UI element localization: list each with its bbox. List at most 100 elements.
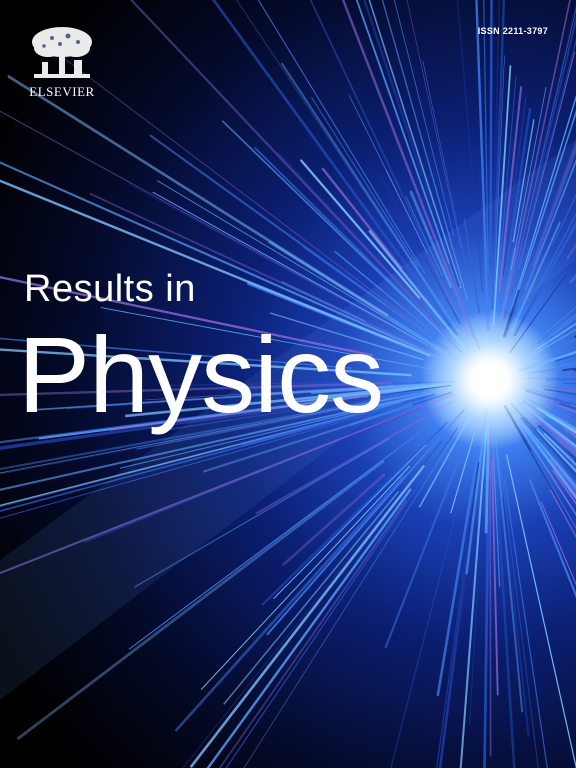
light-streak [225,427,459,768]
light-streak [517,394,576,431]
light-streak [524,158,576,291]
light-streak [544,306,576,335]
light-streak [242,393,436,447]
light-streak [48,46,429,334]
light-streak [503,476,548,768]
light-streak [269,312,425,361]
light-streak [100,307,430,370]
light-streak [518,51,576,270]
light-streak [518,420,576,500]
light-streak [129,0,451,339]
light-streak [144,383,414,401]
light-streak [31,382,444,411]
light-streak [510,95,576,313]
light-streak [544,465,576,516]
light-streak [255,401,453,515]
light-streak [456,0,484,293]
light-streak [0,395,399,471]
light-streak [506,454,576,768]
light-streak [503,405,576,533]
light-streak [309,0,442,276]
light-streak [153,396,376,433]
light-streak [227,412,361,448]
light-streak [281,62,470,349]
light-streak [152,191,449,358]
light-streak [363,0,461,288]
light-streak [489,0,493,258]
publisher-logo: ELSEVIER [26,24,98,100]
light-streak [334,250,433,333]
light-streak [0,110,429,347]
light-streak [463,217,481,314]
light-streak [200,465,410,690]
light-streak [0,402,402,507]
light-streak [405,196,443,277]
light-streak [555,354,576,362]
light-streak [530,450,576,529]
light-streak [406,0,462,249]
light-streak [0,276,373,357]
light-streak [223,491,399,705]
light-streak [128,416,441,650]
light-streak [503,2,576,319]
light-streak [0,393,455,575]
light-streak [510,87,547,270]
light-streak [0,396,365,450]
light-streak [236,0,440,305]
light-streak [136,395,410,450]
light-streak [518,109,576,290]
light-streak [0,179,431,357]
light-streak [492,65,512,327]
light-streak [128,183,397,330]
light-streak [491,459,499,696]
light-streak [491,429,501,588]
light-streak [552,469,576,505]
light-streak [506,107,532,260]
light-streak [483,0,489,274]
light-streak [261,421,448,606]
light-streak [368,0,462,289]
light-streak [494,438,524,713]
light-streak [0,416,361,519]
light-streak [505,7,576,311]
light-streak [501,497,530,737]
light-streak [182,440,442,768]
light-streak [273,444,427,600]
journal-title-line2: Physics [18,314,384,435]
light-streak [175,475,405,732]
light-streak [0,337,353,370]
light-streak [157,180,461,363]
light-streak [510,37,576,296]
light-streak [500,0,571,328]
light-streak [0,393,376,444]
light-streak [109,395,368,431]
translucent-band [0,140,576,700]
light-streak [381,0,468,301]
elsevier-tree-icon [32,27,92,78]
light-streak [527,398,576,427]
light-streak [513,221,576,337]
light-streak [489,427,492,757]
light-streak [510,221,561,333]
light-streak [348,95,428,254]
light-streak [550,418,576,435]
light-streak [409,190,453,288]
light-streak [341,0,475,339]
light-streak [119,390,444,469]
light-streak [228,381,455,391]
light-streak [17,460,385,740]
light-streak [282,473,386,566]
light-streak [393,0,455,237]
light-streak [523,417,576,476]
light-streak [356,0,450,264]
light-streak [277,152,441,327]
journal-title-line1: Results in [24,268,196,310]
light-streak [134,438,390,588]
light-streak [525,425,576,491]
light-streak [0,406,350,475]
light-streak [384,459,460,648]
light-streak [512,119,535,243]
light-streak [190,464,425,768]
light-streak [491,0,506,310]
